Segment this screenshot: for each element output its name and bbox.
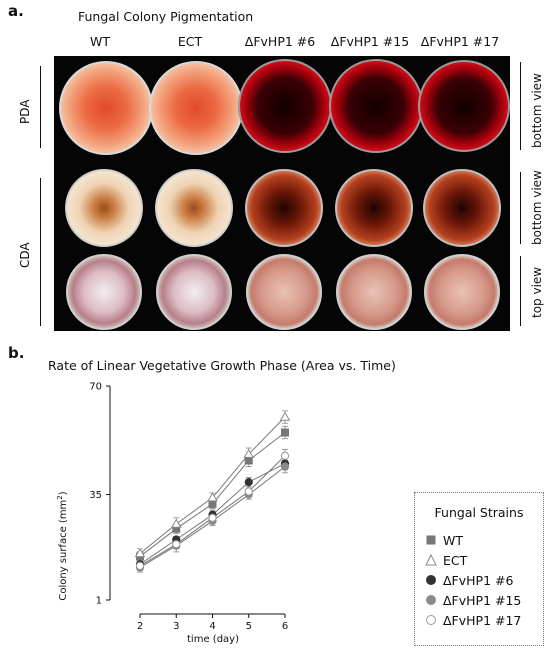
plate-cda-bottom-hp1-17 (423, 169, 501, 247)
pda-view-label: bottom view (530, 73, 544, 148)
legend-marker-shape (426, 615, 436, 625)
legend-item: ΔFvHP1 #17 (425, 610, 543, 630)
data-point (208, 513, 217, 522)
legend-item: ΔFvHP1 #15 (425, 590, 543, 610)
pda-view-bracket-line (520, 62, 521, 150)
panel-a-title: Fungal Colony Pigmentation (78, 9, 254, 24)
plate-pda-hp1-6 (238, 59, 332, 153)
data-point (280, 462, 290, 471)
plate-cda-top-ect (156, 254, 232, 330)
x-tick-label: 4 (209, 621, 215, 632)
cda-bracket-line (40, 178, 41, 326)
panel-a-letter: a. (8, 2, 24, 20)
legend-marker-icon (426, 575, 436, 585)
y-tick-label: 35 (89, 490, 102, 501)
growth-chart: 1 35 70 2 3 4 5 6 Colony surface (mm2) time (da… (56, 382, 291, 645)
data-point (172, 540, 181, 549)
data-point (135, 561, 145, 570)
x-tick-label: 2 (137, 621, 143, 632)
cda-label: CDA (18, 242, 32, 268)
colony-photo-panel (54, 56, 510, 331)
x-tick-label: 3 (173, 621, 179, 632)
legend-marker-icon (426, 535, 436, 545)
y-tick-label: 70 (89, 382, 102, 393)
legend-item: ΔFvHP1 #6 (425, 570, 543, 590)
pda-label: PDA (18, 99, 32, 124)
legend-marker-shape (426, 535, 436, 545)
plate-cda-bottom-ect (155, 169, 233, 247)
plate-cda-bottom-hp1-6 (245, 169, 323, 247)
legend-title: Fungal Strains (434, 505, 524, 520)
data-point (134, 548, 146, 558)
data-point (280, 428, 289, 437)
pda-bracket-line (40, 66, 41, 148)
column-label-hp1-15: ΔFvHP1 #15 (330, 34, 410, 49)
column-label-hp1-6: ΔFvHP1 #6 (244, 34, 316, 49)
column-label-hp1-17: ΔFvHP1 #17 (420, 34, 500, 49)
data-point (280, 451, 290, 460)
plate-cda-bottom-wt (65, 169, 143, 247)
y-axis-label: Colony surface (mm2) (56, 491, 69, 600)
x-axis-label: time (day) (187, 634, 239, 645)
legend-label: ECT (443, 552, 468, 568)
plate-pda-ect (149, 61, 243, 155)
x-tick-label: 6 (282, 621, 288, 632)
plate-pda-hp1-15 (329, 59, 423, 153)
chart-title: Rate of Linear Vegetative Growth Phase (… (48, 358, 396, 373)
panel-b-letter: b. (8, 344, 25, 362)
legend: Fungal Strains WT ECT ΔFvHP1 #6 ΔFvHP1 #15 Δ… (414, 492, 544, 646)
plate-cda-top-hp1-6 (246, 254, 322, 330)
cda-top-view-label: top view (530, 266, 544, 318)
plate-cda-top-hp1-15 (336, 254, 412, 330)
legend-marker-icon (426, 615, 436, 625)
plate-pda-wt (59, 61, 153, 155)
legend-label: ΔFvHP1 #17 (443, 612, 522, 628)
y-tick-label: 1 (96, 596, 102, 607)
legend-label: ΔFvHP1 #6 (443, 572, 514, 588)
plate-pda-hp1-17 (418, 60, 510, 152)
plate-cda-top-wt (66, 254, 142, 330)
legend-marker-shape (426, 575, 436, 585)
plate-cda-top-hp1-17 (424, 254, 500, 330)
legend-label: WT (443, 532, 463, 548)
legend-marker-shape (426, 595, 436, 605)
data-point (279, 411, 291, 421)
data-point (170, 518, 182, 528)
series-line (139, 416, 286, 554)
column-label-ect: ECT (177, 34, 203, 49)
legend-item: WT (425, 530, 543, 550)
x-tick-label: 5 (246, 621, 252, 632)
legend-label: ΔFvHP1 #15 (443, 592, 522, 608)
legend-item: ECT (425, 550, 543, 570)
legend-marker-shape (425, 554, 437, 566)
data-point (243, 448, 255, 458)
data-point (207, 492, 218, 502)
legend-marker-icon (425, 554, 437, 566)
cda-bottom-view-label: bottom view (530, 170, 544, 245)
data-point (244, 487, 253, 496)
cda-top-view-bracket-line (520, 256, 521, 326)
column-label-wt: WT (90, 34, 110, 49)
plate-cda-bottom-hp1-15 (335, 169, 413, 247)
legend-marker-icon (426, 595, 436, 605)
cda-bottom-view-bracket-line (520, 172, 521, 244)
data-point (244, 478, 253, 487)
